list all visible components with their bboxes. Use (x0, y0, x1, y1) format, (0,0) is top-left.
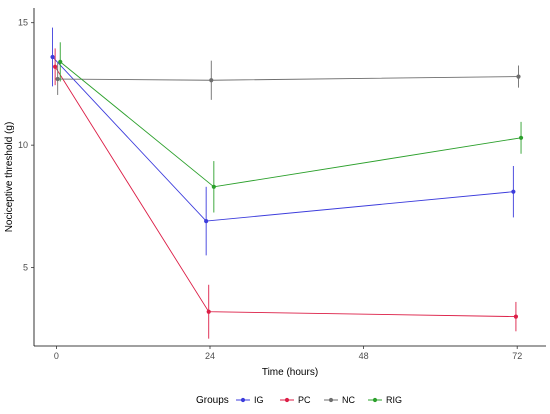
legend-item-rig: RIG (368, 395, 402, 405)
legend-marker-rig (372, 397, 378, 403)
legend-marker-pc (284, 397, 290, 403)
data-point-ig (511, 189, 516, 194)
x-tick-label: 0 (54, 351, 59, 361)
x-axis-ticks: 0 24 48 72 (54, 346, 522, 361)
data-point-pc (513, 314, 519, 319)
series-pc (53, 48, 519, 339)
legend-label-ig: IG (254, 395, 264, 405)
legend-label-pc: PC (298, 395, 311, 405)
series-rig (58, 42, 524, 213)
legend-label-nc: NC (342, 395, 355, 405)
legend-item-nc: NC (324, 395, 355, 405)
y-axis-title: Nociceptive threshold (g) (4, 122, 15, 233)
series-nc (55, 60, 521, 100)
legend-item-ig: IG (236, 395, 264, 405)
x-tick-label: 72 (512, 351, 522, 361)
series-layer (50, 27, 524, 339)
y-tick-label: 10 (18, 140, 28, 150)
data-point-rig (518, 135, 524, 140)
x-axis-title: Time (hours) (262, 367, 318, 378)
data-point-rig (211, 184, 216, 189)
data-point-pc (206, 309, 211, 314)
legend-label-rig: RIG (386, 395, 402, 405)
legend-marker-nc (328, 397, 334, 403)
x-tick-label: 48 (359, 351, 369, 361)
data-point-ig (50, 54, 55, 60)
legend: Groups IG PC NC RIG (196, 395, 402, 406)
legend-items: IG PC NC RIG (236, 395, 402, 405)
data-point-pc (53, 64, 58, 69)
data-point-nc (209, 78, 214, 83)
data-point-nc (55, 76, 60, 82)
legend-marker-ig (240, 397, 246, 403)
data-point-ig (204, 218, 209, 224)
data-point-rig (58, 59, 63, 64)
data-point-nc (516, 74, 521, 79)
y-axis-ticks: 5 10 15 (18, 18, 34, 273)
series-ig (50, 27, 516, 256)
x-tick-label: 24 (205, 351, 215, 361)
legend-title: Groups (196, 395, 229, 406)
y-tick-label: 15 (18, 18, 28, 28)
plot-panel (34, 8, 546, 346)
y-tick-label: 5 (23, 263, 28, 273)
legend-item-pc: PC (280, 395, 311, 405)
